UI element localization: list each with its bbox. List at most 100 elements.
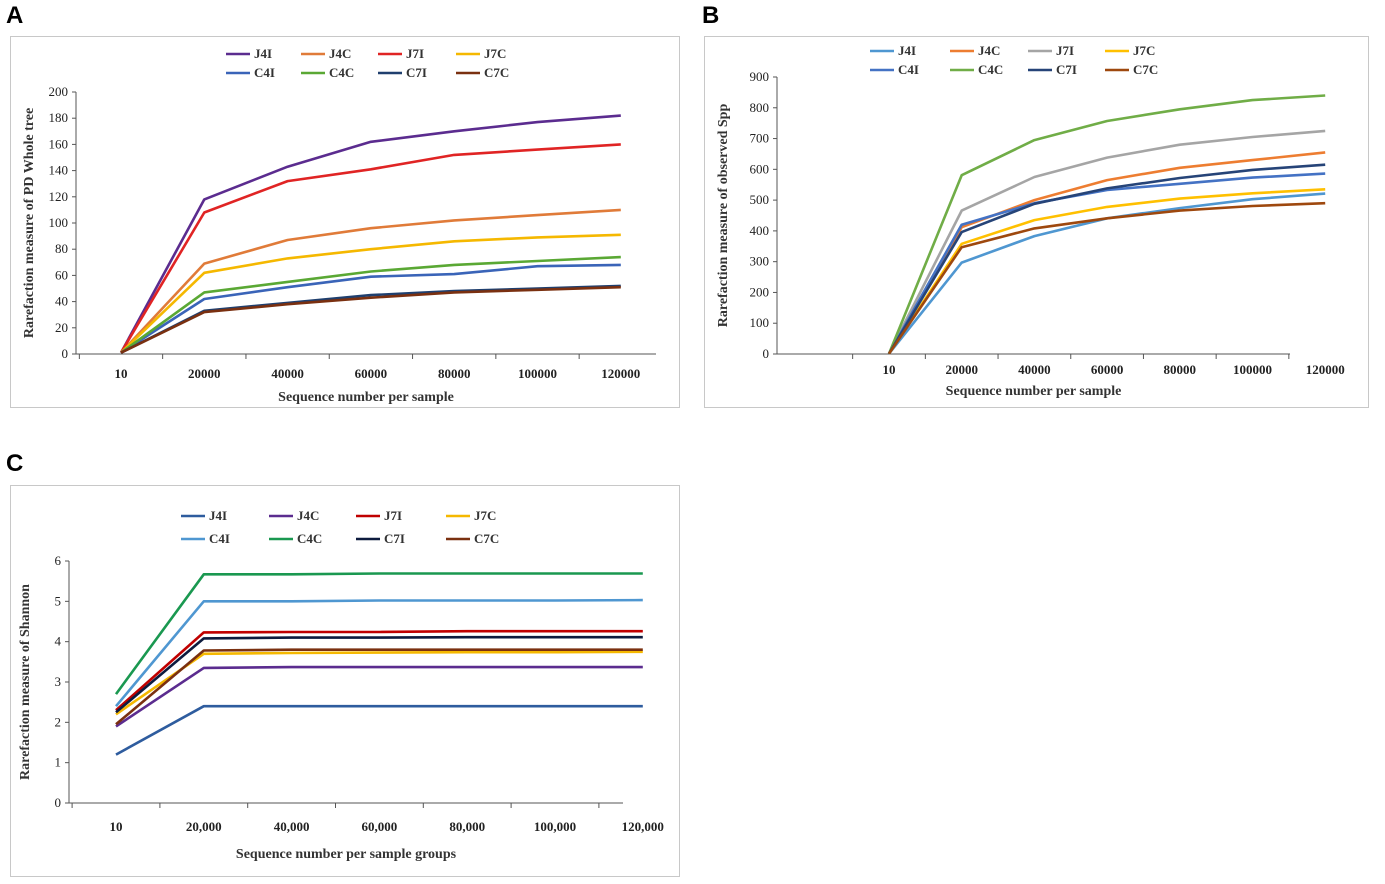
- x-tick-label: 60000: [1091, 362, 1124, 377]
- series-line-j4i: [119, 114, 621, 354]
- legend-label-c7i: C7I: [384, 531, 405, 546]
- y-tick-label: 500: [750, 192, 770, 207]
- y-tick-label: 800: [750, 100, 770, 115]
- series-line-j7c: [887, 188, 1326, 355]
- series-line-j7c: [120, 233, 621, 354]
- x-tick-label: 100000: [518, 366, 557, 381]
- series-line-j7i: [119, 143, 621, 354]
- x-axis-title: Sequence number per sample: [946, 384, 1122, 399]
- y-axis-title: Rarefaction measure of PD Whole tree: [22, 108, 37, 338]
- series-line-j4c: [115, 665, 643, 728]
- x-tick-label: 20,000: [186, 819, 222, 834]
- legend-label-c4i: C4I: [209, 531, 230, 546]
- series-line-c4c: [887, 94, 1326, 355]
- panel-letter-b: B: [702, 2, 720, 29]
- series-line-c7c: [887, 201, 1326, 355]
- y-tick-label: 120: [49, 189, 69, 204]
- x-tick-label: 120,000: [622, 819, 664, 834]
- x-tick-label: 100,000: [534, 819, 576, 834]
- legend-label-c7c: C7C: [1133, 62, 1158, 77]
- x-tick-label: 10: [883, 362, 896, 377]
- y-tick-label: 300: [750, 254, 770, 269]
- legend-label-c4i: C4I: [898, 62, 919, 77]
- series-line-j4i: [115, 704, 643, 756]
- series-line-j4c: [120, 208, 621, 354]
- chart-a-frame: 0 20 40 60 80 100 120 140 160 180 200 10 20000 40000 6…: [10, 36, 680, 408]
- x-axis-title: Sequence number per sample groups: [236, 847, 457, 862]
- y-tick-label: 60: [55, 267, 68, 282]
- series-line-c7i: [120, 284, 621, 354]
- chart-c: 0 1 2 3 4 5 6 10 20,000 40,000 60,000 80,000 100,000…: [18, 508, 664, 862]
- y-tick-label: 900: [750, 69, 770, 84]
- panel-letter-c: C: [6, 450, 24, 477]
- x-tick-label: 40000: [271, 366, 304, 381]
- y-tick-label: 200: [750, 284, 770, 299]
- y-tick-label: 3: [55, 674, 62, 689]
- legend-label-j4i: J4I: [254, 46, 272, 61]
- legend-label-c7i: C7I: [1056, 62, 1077, 77]
- x-tick-label: 120000: [1306, 362, 1345, 377]
- series-line-c7i: [115, 635, 643, 714]
- y-tick-label: 5: [55, 593, 62, 608]
- y-tick-label: 180: [49, 110, 69, 125]
- series-line-c7c: [115, 648, 643, 726]
- x-tick-label: 60000: [355, 366, 388, 381]
- chart-b-frame: 0 100 200 300 400 500 600 700 800 900 10 20000 40000…: [704, 36, 1369, 408]
- series-line-j7i: [887, 129, 1326, 355]
- series-line-j7i: [115, 629, 643, 712]
- y-tick-label: 0: [763, 346, 770, 361]
- legend-label-c7c: C7C: [484, 65, 509, 80]
- legend-label-j7c: J7C: [1133, 43, 1155, 58]
- x-axis-title: Sequence number per sample: [278, 390, 454, 405]
- legend-label-c4c: C4C: [978, 62, 1003, 77]
- y-tick-label: 0: [55, 795, 62, 810]
- y-tick-label: 100: [49, 215, 69, 230]
- y-tick-label: 20: [55, 320, 68, 335]
- chart-c-frame: 0 1 2 3 4 5 6 10 20,000 40,000 60,000 80,000 100,000…: [10, 485, 680, 877]
- y-tick-label: 0: [62, 346, 69, 361]
- y-axis-title: Rarefaction measure of observed Spp: [716, 104, 731, 328]
- y-tick-label: 4: [55, 634, 62, 649]
- legend-label-j4i: J4I: [898, 43, 916, 58]
- x-tick-label: 80,000: [449, 819, 485, 834]
- x-tick-label: 10: [115, 366, 128, 381]
- legend-label-j4c: J4C: [978, 43, 1000, 58]
- x-tick-label: 80000: [1164, 362, 1197, 377]
- x-tick-label: 20000: [945, 362, 978, 377]
- y-tick-label: 160: [49, 136, 69, 151]
- series-line-c7c: [120, 285, 621, 354]
- legend-label-c4c: C4C: [297, 531, 322, 546]
- series-line-c4i: [115, 598, 643, 708]
- legend-label-j4c: J4C: [297, 508, 319, 523]
- y-axis-title: Rarefaction measure of Shannon: [18, 584, 33, 780]
- y-tick-label: 80: [55, 241, 68, 256]
- series-line-c4i: [887, 172, 1326, 355]
- series-line-c7i: [887, 163, 1326, 355]
- legend-label-j4i: J4I: [209, 508, 227, 523]
- x-tick-label: 40000: [1018, 362, 1051, 377]
- series-line-c4c: [114, 572, 643, 695]
- series-line-c4c: [120, 255, 621, 354]
- legend-label-c4c: C4C: [329, 65, 354, 80]
- legend-label-j7c: J7C: [474, 508, 496, 523]
- legend-label-j7i: J7I: [1056, 43, 1074, 58]
- legend-label-c7c: C7C: [474, 531, 499, 546]
- x-tick-label: 80000: [438, 366, 471, 381]
- x-tick-label: 100000: [1233, 362, 1272, 377]
- chart-a: 0 20 40 60 80 100 120 140 160 180 200 10 20000 40000 6…: [22, 46, 656, 405]
- legend-label-j7i: J7I: [406, 46, 424, 61]
- x-tick-label: 60,000: [362, 819, 398, 834]
- y-tick-label: 700: [750, 131, 770, 146]
- y-tick-label: 600: [750, 161, 770, 176]
- x-tick-label: 20000: [188, 366, 221, 381]
- legend-label-j7c: J7C: [484, 46, 506, 61]
- x-tick-label: 120000: [601, 366, 640, 381]
- y-tick-label: 140: [49, 163, 69, 178]
- legend-label-j4c: J4C: [329, 46, 351, 61]
- y-tick-label: 100: [750, 315, 770, 330]
- legend-label-c4i: C4I: [254, 65, 275, 80]
- legend-label-j7i: J7I: [384, 508, 402, 523]
- y-tick-label: 1: [55, 755, 62, 770]
- y-tick-label: 40: [55, 294, 68, 309]
- series-line-j7c: [115, 650, 643, 716]
